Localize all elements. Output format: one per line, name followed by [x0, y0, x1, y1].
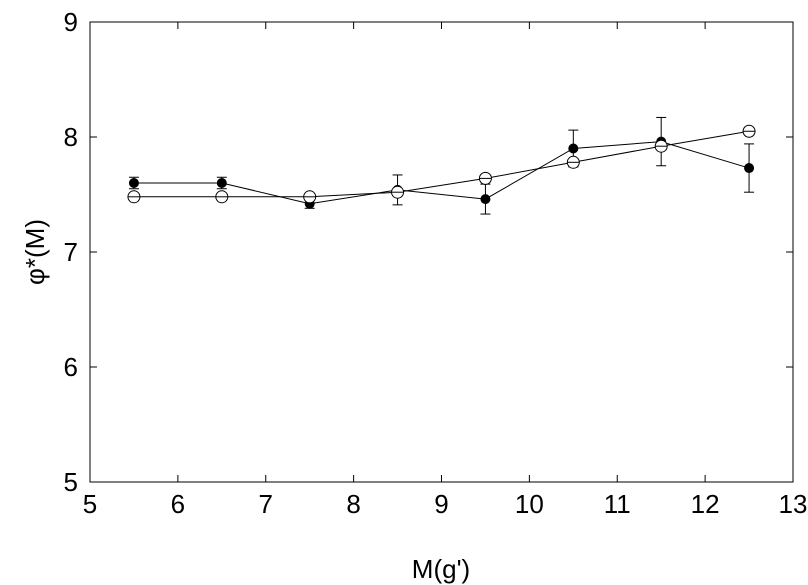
y-tick-label: 8: [64, 122, 78, 152]
series-line: [133, 141, 750, 205]
y-tick-label: 7: [64, 237, 78, 267]
x-tick-label: 7: [259, 489, 273, 519]
x-tick-label: 9: [434, 489, 448, 519]
y-tick-label: 6: [64, 352, 78, 382]
data-point: [744, 163, 755, 174]
x-tick-label: 6: [171, 489, 185, 519]
data-point: [480, 194, 491, 205]
x-tick-label: 13: [779, 489, 808, 519]
x-axis-label: M(g'): [412, 554, 470, 584]
series-2: [127, 124, 756, 204]
y-tick-label: 9: [64, 7, 78, 37]
series-line: [133, 130, 750, 198]
x-tick-label: 12: [691, 489, 720, 519]
y-tick-label: 5: [64, 467, 78, 497]
data-point: [216, 178, 227, 188]
x-tick-label: 10: [515, 489, 544, 519]
plot-frame: [89, 21, 794, 483]
data-point: [568, 143, 579, 154]
data-point: [128, 178, 139, 188]
x-tick-label: 5: [83, 489, 97, 519]
series-layer: [127, 116, 756, 215]
x-tick-label: 8: [346, 489, 360, 519]
axis-ticks: 5 6 7 8 9 10 11 12 13 5 6 7 8 9: [64, 7, 808, 519]
y-axis-label: φ*(M): [20, 219, 50, 285]
x-tick-label: 11: [604, 489, 631, 519]
